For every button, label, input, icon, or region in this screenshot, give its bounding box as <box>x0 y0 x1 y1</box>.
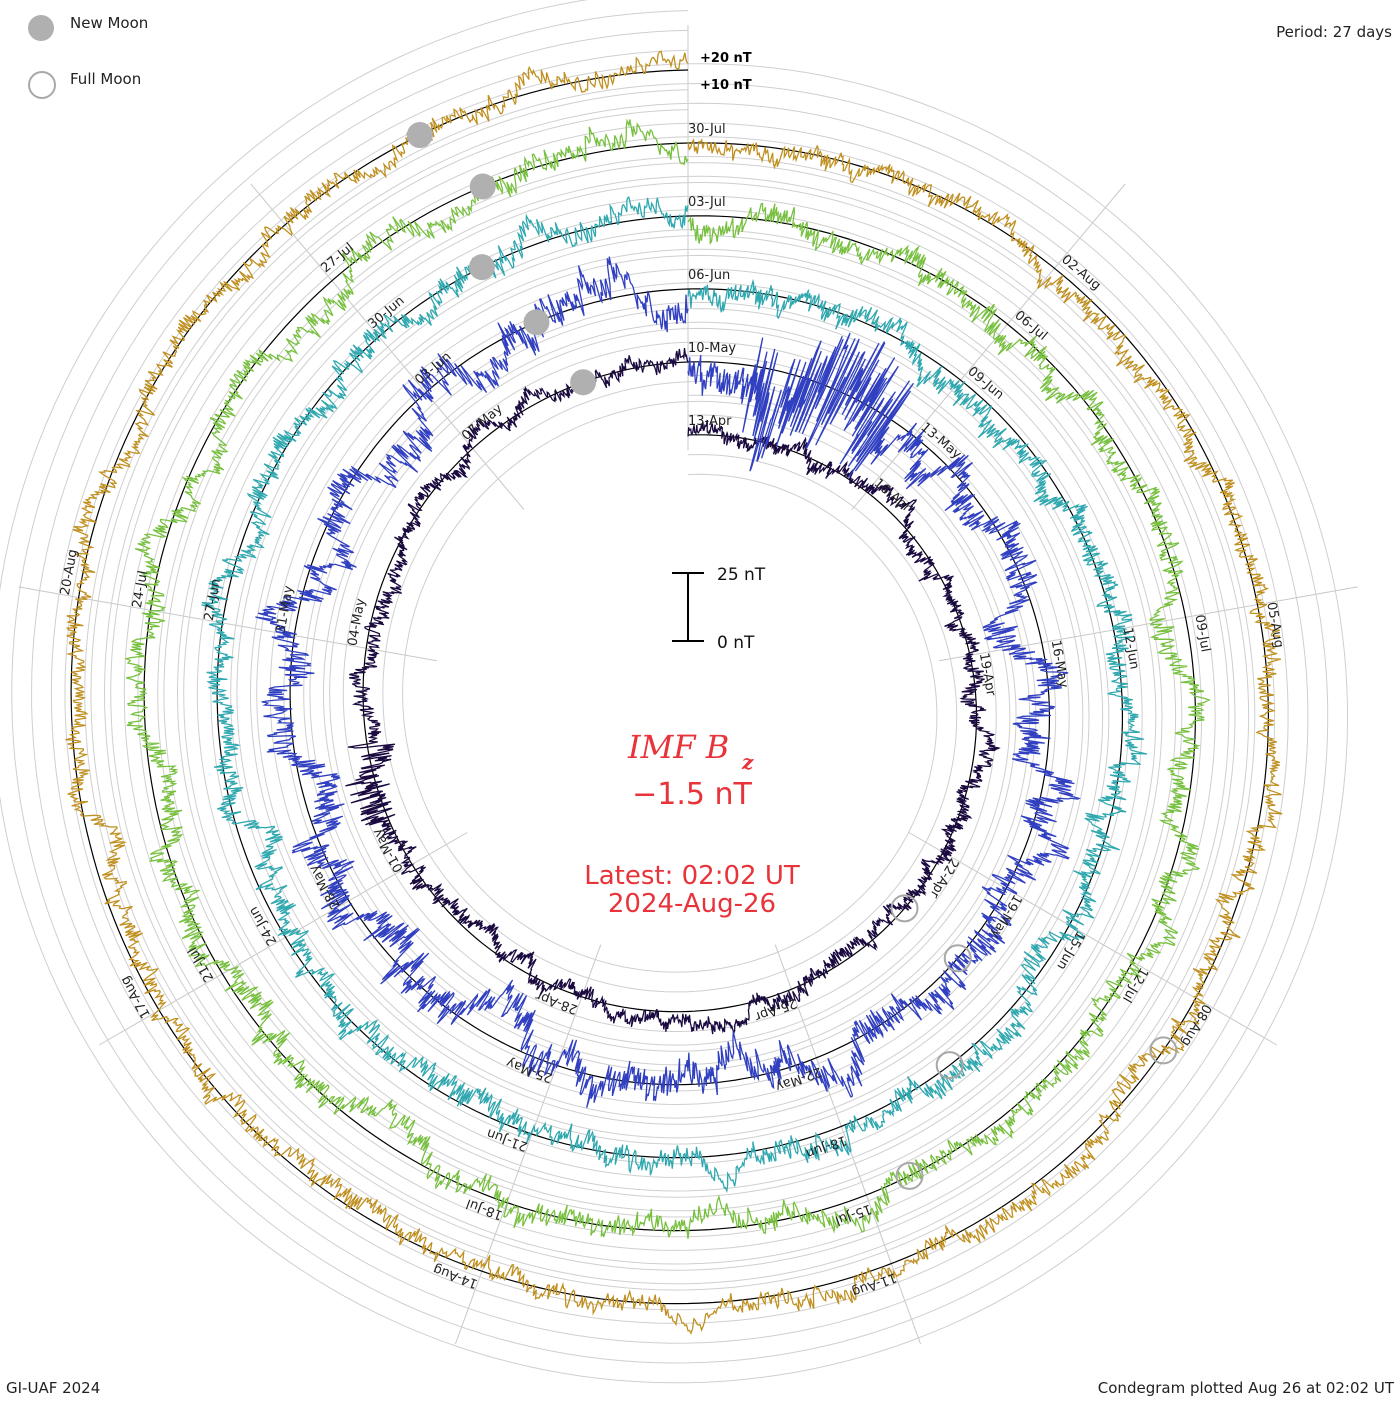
date-label: 09-Jul <box>1191 614 1212 654</box>
new-moon-marker <box>469 173 496 200</box>
date-label: 13-Apr <box>688 414 732 429</box>
full-moon-icon <box>28 71 56 99</box>
date-label: 21-Jul <box>185 944 217 984</box>
series-line-3 <box>201 195 1148 1194</box>
date-label: 14-Aug <box>431 1261 480 1291</box>
chart-title: IMF B <box>627 728 729 766</box>
full-moon-label: Full Moon <box>70 70 142 88</box>
date-label: 17-Aug <box>118 973 154 1021</box>
full-moon-marker <box>943 944 972 973</box>
grid-spiral <box>90 89 1250 1285</box>
grid-spoke <box>98 832 468 1046</box>
current-value: −1.5 nT <box>632 777 752 812</box>
full-moon-marker <box>1149 1036 1178 1065</box>
date-label: 12-Jun <box>1120 626 1142 670</box>
date-label: 28-Apr <box>533 987 580 1016</box>
date-label: 10-May <box>688 341 736 356</box>
date-label: 30-Jul <box>688 122 726 137</box>
date-label: 16-Apr <box>871 476 914 516</box>
grid-spiral <box>0 0 1348 1384</box>
date-label: 13-May <box>918 420 965 463</box>
latest-date: 2024-Aug-26 <box>608 889 776 919</box>
grid-spoke <box>774 944 922 1345</box>
date-label: 20-Aug <box>58 548 81 596</box>
date-label: 03-Jul <box>688 195 726 210</box>
date-label: 21-Jun <box>485 1125 530 1154</box>
date-label: 02-Aug <box>1058 252 1103 293</box>
full-moon-marker <box>935 1051 964 1080</box>
date-label: 11-Aug <box>850 1269 899 1299</box>
outer-scale-label: +20 nT <box>700 51 752 66</box>
full-moon-marker <box>895 1161 924 1190</box>
new-moon-label: New Moon <box>70 14 149 32</box>
new-moon-marker <box>468 254 495 281</box>
date-label: 27-Jun <box>202 578 224 622</box>
outer-scale-label: +10 nT <box>700 78 752 93</box>
full-moon-marker <box>890 894 919 923</box>
date-label: 24-Jul <box>130 570 151 610</box>
date-label: 04-May <box>345 597 368 647</box>
date-label: 15-Jun <box>1053 928 1087 972</box>
grid-spiral <box>110 109 1230 1265</box>
series-line-2 <box>255 256 1081 1108</box>
grid-spiral <box>50 49 1289 1324</box>
new-moon-icon <box>28 15 54 41</box>
grid-spiral <box>31 29 1309 1344</box>
date-label: 06-Jun <box>688 268 730 283</box>
series-line-5 <box>65 50 1283 1335</box>
period-label: Period: 27 days <box>1276 23 1392 41</box>
new-moon-marker <box>570 369 597 396</box>
chart-title-subscript: z <box>741 750 754 774</box>
date-label: 18-Jun <box>804 1132 849 1161</box>
series-line-1 <box>345 348 1001 1035</box>
date-label: 06-Jul <box>1011 308 1049 344</box>
grid-spoke <box>18 586 437 662</box>
new-moon-marker <box>406 122 433 149</box>
scale-bottom-label: 0 nT <box>717 633 755 653</box>
credit-label: GI-UAF 2024 <box>6 1379 101 1397</box>
latest-time: Latest: 02:02 UT <box>584 861 800 891</box>
plotted-label: Condegram plotted Aug 26 at 02:02 UT <box>1097 1379 1394 1397</box>
new-moon-marker <box>523 309 550 336</box>
grid-spiral <box>11 10 1329 1364</box>
scale-top-label: 25 nT <box>717 565 766 585</box>
grid-spoke <box>908 832 1278 1046</box>
series-line-4 <box>124 118 1211 1239</box>
